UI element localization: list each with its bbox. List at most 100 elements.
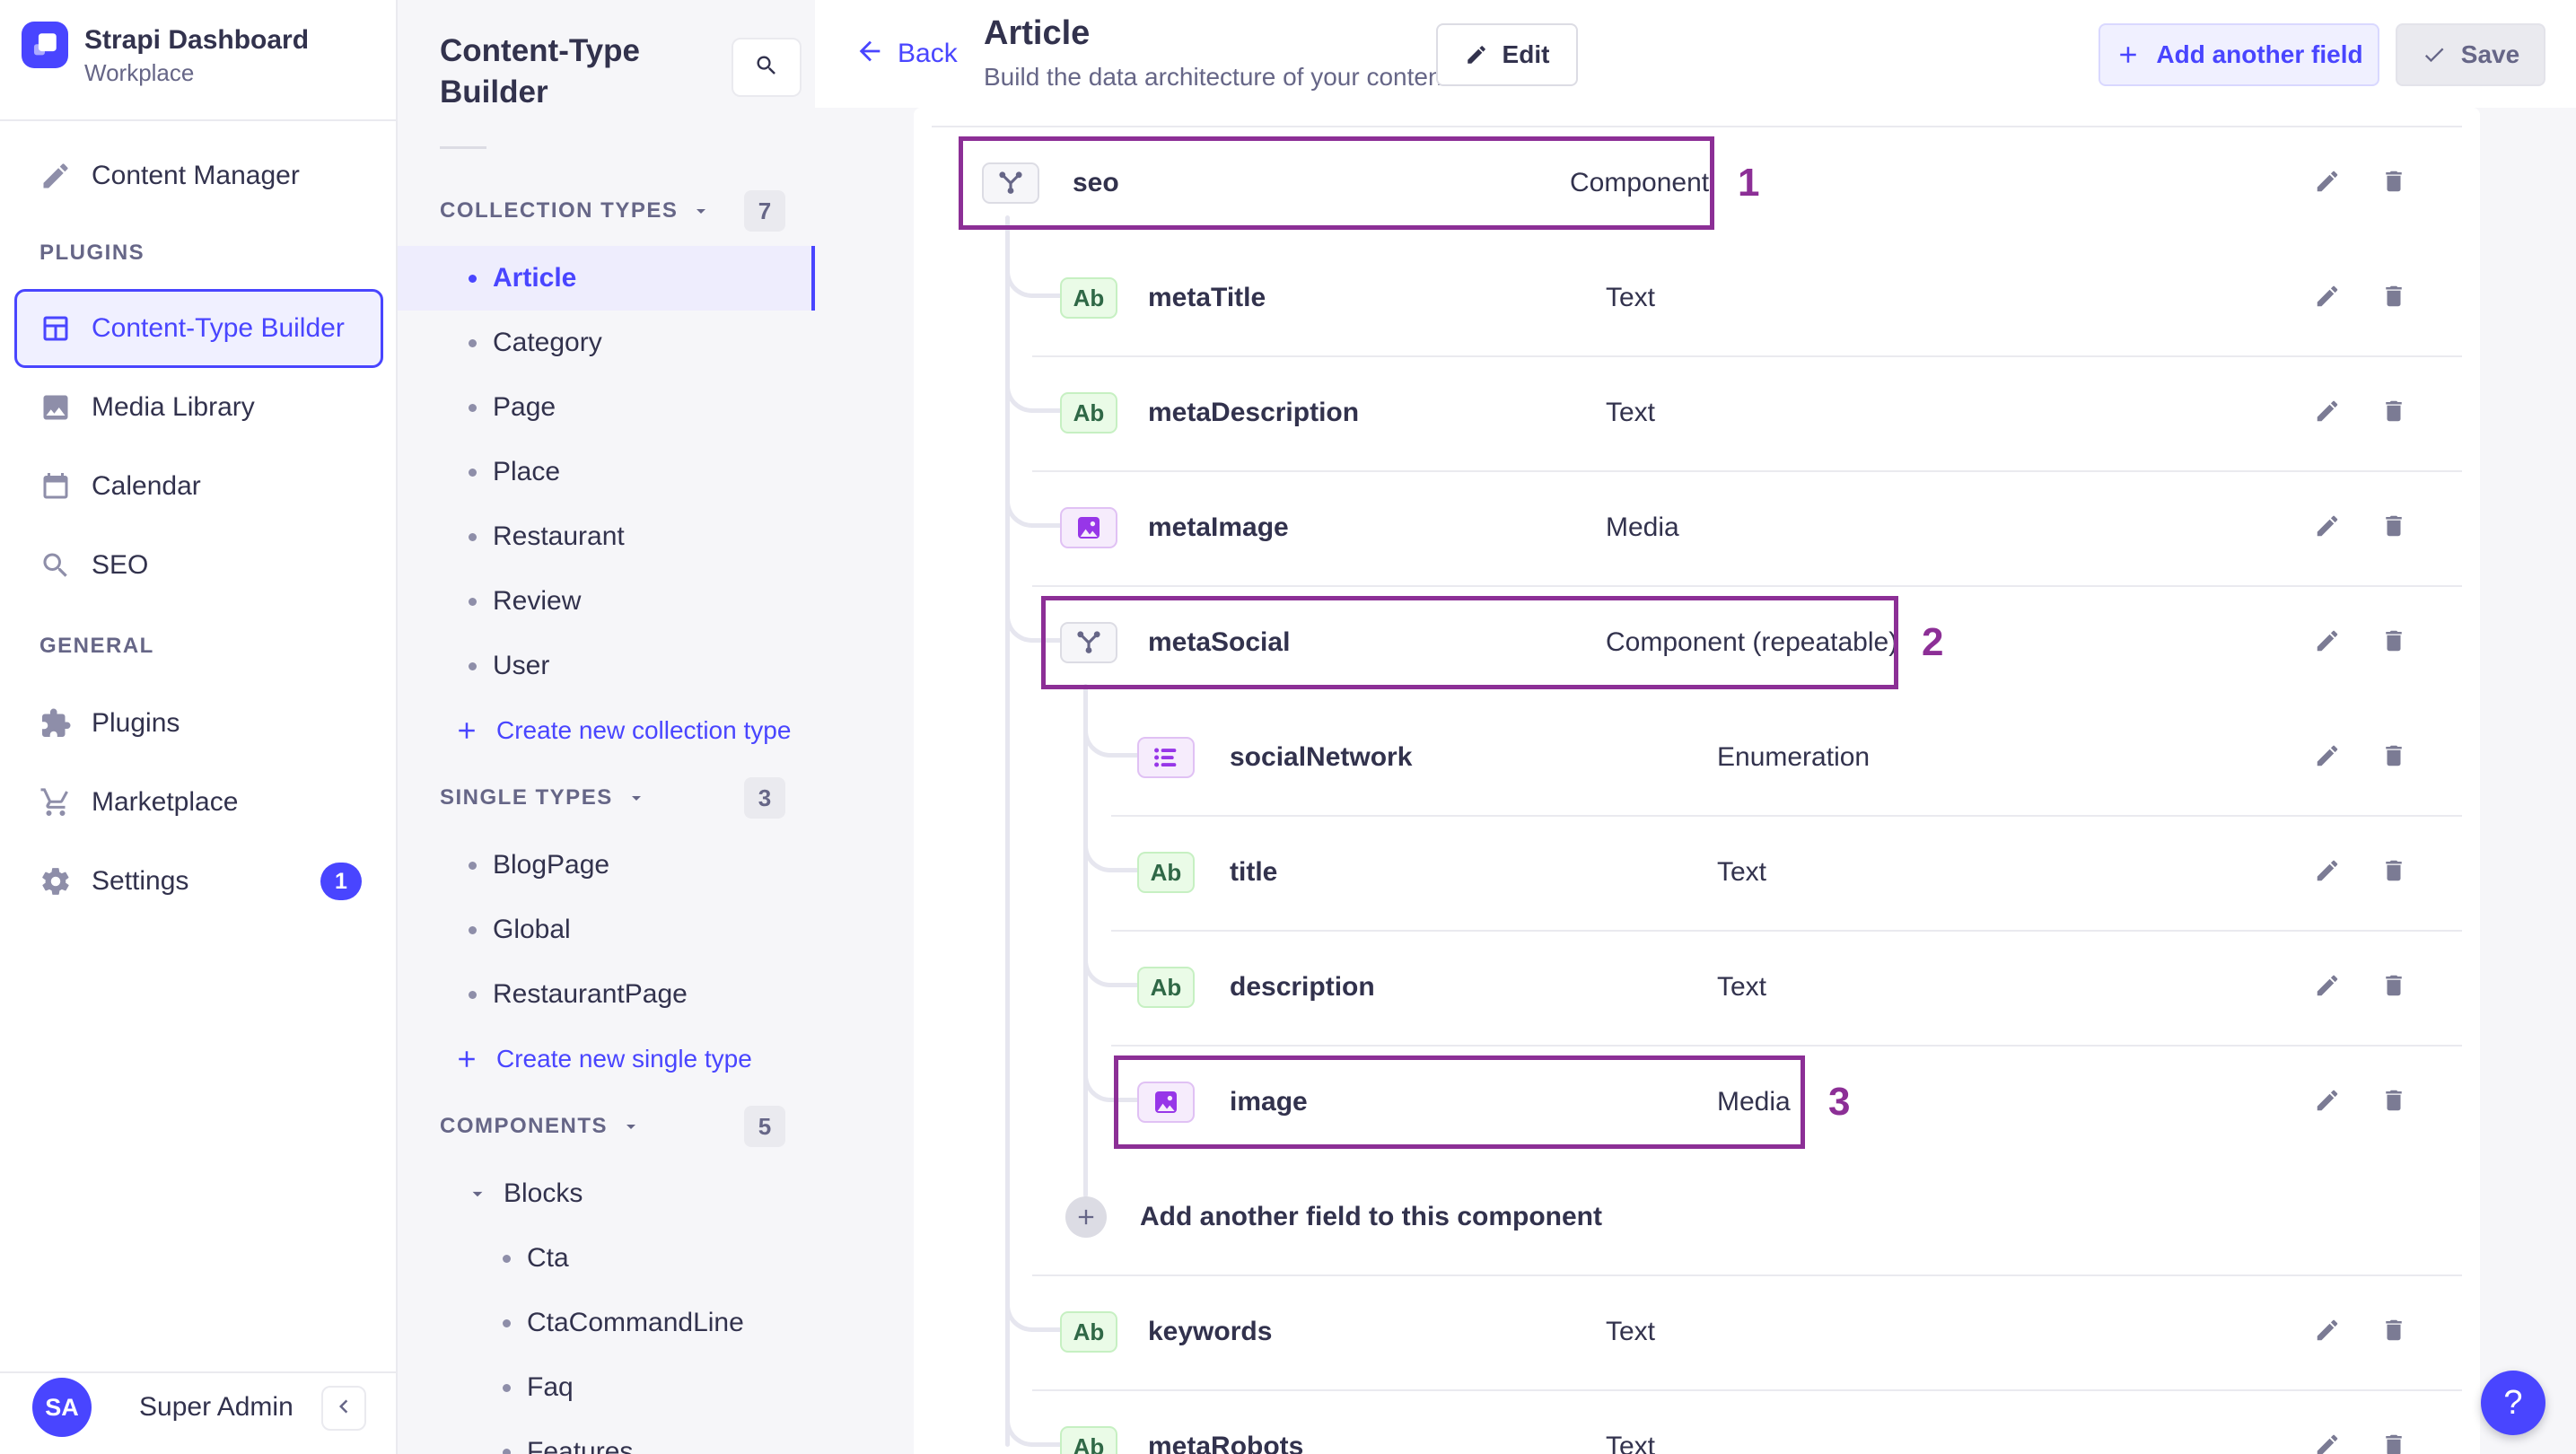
annotation-number: 1 <box>1738 161 1760 205</box>
action-create-new-collection-type[interactable]: Create new collection type <box>398 698 817 763</box>
delete-field-button[interactable] <box>2376 1429 2412 1454</box>
row-separator <box>1111 1045 2462 1047</box>
annotation-highlight-box <box>959 136 1714 230</box>
delete-field-button[interactable] <box>2376 165 2412 201</box>
edit-field-button[interactable] <box>2309 1314 2345 1350</box>
type-item-restaurant[interactable]: Restaurant <box>398 504 817 569</box>
plus-icon <box>2115 41 2142 68</box>
workspace-name: Workplace <box>84 59 195 86</box>
component-group-blocks[interactable]: Blocks <box>398 1161 817 1226</box>
edit-field-button[interactable] <box>2309 625 2345 661</box>
component-item-label: Cta <box>527 1243 569 1273</box>
type-item-global[interactable]: Global <box>398 898 817 962</box>
text-field-icon: Ab <box>1060 1311 1117 1353</box>
add-field-label: Add another field <box>2156 40 2363 68</box>
edit-field-button[interactable] <box>2309 395 2345 431</box>
sidebar-item-content-type-builder[interactable]: Content-Type Builder <box>14 289 383 368</box>
section-toggle-collection-types[interactable]: COLLECTION TYPES 7 <box>398 176 817 246</box>
type-item-review[interactable]: Review <box>398 569 817 634</box>
tree-elbow <box>1083 826 1141 872</box>
tree-elbow <box>1005 251 1064 298</box>
component-item-features[interactable]: Features <box>398 1420 817 1454</box>
type-item-label: Category <box>493 328 602 357</box>
text-field-icon: Ab <box>1137 852 1195 893</box>
sidebar-item-marketplace[interactable]: Marketplace <box>0 763 398 842</box>
back-link[interactable]: Back <box>854 36 958 71</box>
field-name: metaTitle <box>1148 283 1266 312</box>
edit-field-button[interactable] <box>2309 1084 2345 1120</box>
section-title: COLLECTION TYPES <box>440 198 679 223</box>
component-icon <box>1060 622 1117 663</box>
field-type: Text <box>1606 398 1656 427</box>
edit-field-button[interactable] <box>2309 740 2345 775</box>
edit-field-button[interactable] <box>2309 1429 2345 1454</box>
delete-field-button[interactable] <box>2376 1314 2412 1350</box>
row-separator <box>1111 815 2462 817</box>
action-create-new-single-type[interactable]: Create new single type <box>398 1027 817 1091</box>
caret-down-icon <box>466 1182 489 1205</box>
edit-field-button[interactable] <box>2309 969 2345 1005</box>
delete-field-button[interactable] <box>2376 1084 2412 1120</box>
sidebar-item-calendar[interactable]: Calendar <box>0 447 398 526</box>
type-item-label: Article <box>493 263 577 293</box>
field-name: seo <box>1073 168 1119 197</box>
search-button[interactable] <box>732 38 802 97</box>
bullet-icon <box>469 861 477 870</box>
strapi-logo-icon <box>22 22 68 68</box>
type-item-user[interactable]: User <box>398 634 817 698</box>
component-item-faq[interactable]: Faq <box>398 1355 817 1420</box>
field-type: Enumeration <box>1717 742 1871 772</box>
add-field-to-component-button[interactable] <box>1065 1196 1107 1238</box>
field-name: description <box>1230 972 1375 1002</box>
edit-field-button[interactable] <box>2309 854 2345 890</box>
field-type: Text <box>1606 283 1656 312</box>
edit-field-button[interactable] <box>2309 165 2345 201</box>
sidebar-item-media-library[interactable]: Media Library <box>0 368 398 447</box>
component-item-cta[interactable]: Cta <box>398 1226 817 1291</box>
cart-icon <box>39 786 72 819</box>
delete-field-button[interactable] <box>2376 740 2412 775</box>
type-item-label: Review <box>493 586 582 616</box>
delete-field-button[interactable] <box>2376 854 2412 890</box>
edit-field-button[interactable] <box>2309 280 2345 316</box>
section-toggle-single-types[interactable]: SINGLE TYPES 3 <box>398 763 817 833</box>
type-item-restaurantpage[interactable]: RestaurantPage <box>398 962 817 1027</box>
type-item-blogpage[interactable]: BlogPage <box>398 833 817 898</box>
section-title: COMPONENTS <box>440 1114 609 1138</box>
page-title: Article <box>984 14 1091 52</box>
edit-field-button[interactable] <box>2309 510 2345 546</box>
sidebar-item-content-manager[interactable]: Content Manager <box>0 144 398 208</box>
edit-button[interactable]: Edit <box>1436 23 1578 86</box>
type-item-article[interactable]: Article <box>398 246 817 311</box>
field-type: Component <box>1570 168 1710 197</box>
user-name: Super Admin <box>139 1392 294 1422</box>
delete-field-button[interactable] <box>2376 969 2412 1005</box>
sidebar-item-settings[interactable]: Settings 1 <box>0 842 398 921</box>
delete-field-button[interactable] <box>2376 395 2412 431</box>
sidebar-item-label: Content-Type Builder <box>92 313 345 343</box>
section-toggle-components[interactable]: COMPONENTS 5 <box>398 1091 817 1161</box>
row-separator <box>1032 355 2462 357</box>
delete-field-button[interactable] <box>2376 280 2412 316</box>
text-field-icon: Ab <box>1060 392 1117 434</box>
annotation-highlight-box <box>1041 596 1898 689</box>
avatar[interactable]: SA <box>32 1378 92 1437</box>
bullet-icon <box>503 1254 511 1263</box>
type-item-category[interactable]: Category <box>398 311 817 375</box>
help-button[interactable]: ? <box>2481 1371 2545 1435</box>
save-button[interactable]: Save <box>2396 23 2545 86</box>
add-another-field-button[interactable]: Add another field <box>2098 23 2379 86</box>
edit-pencil-icon <box>2314 742 2341 774</box>
back-label: Back <box>898 38 958 68</box>
delete-field-button[interactable] <box>2376 625 2412 661</box>
sidebar-item-plugins[interactable]: Plugins <box>0 684 398 763</box>
sidebar-item-label: Media Library <box>92 392 255 422</box>
component-item-ctacommandline[interactable]: CtaCommandLine <box>398 1291 817 1355</box>
sidebar-collapse-button[interactable] <box>321 1386 366 1431</box>
type-item-page[interactable]: Page <box>398 375 817 440</box>
delete-field-button[interactable] <box>2376 510 2412 546</box>
type-item-place[interactable]: Place <box>398 440 817 504</box>
sidebar-item-seo[interactable]: SEO <box>0 526 398 605</box>
row-separator <box>1032 1389 2462 1391</box>
